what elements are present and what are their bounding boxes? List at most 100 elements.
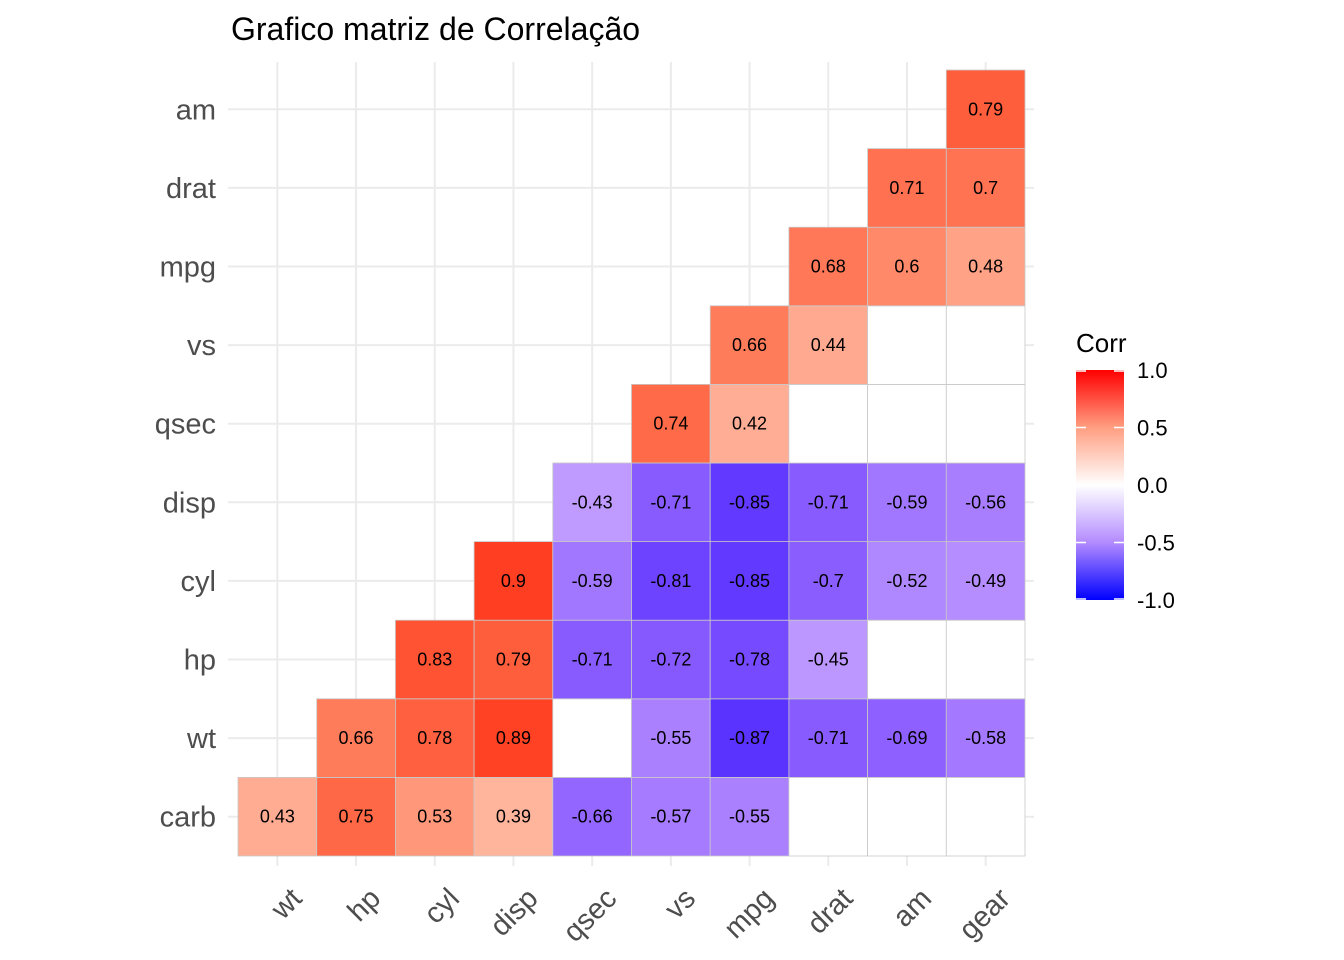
heatmap-cell (709, 305, 790, 385)
x-tick-label: disp (484, 882, 544, 942)
heatmap-cell (945, 541, 1026, 621)
y-tick-label: wt (186, 723, 216, 755)
cell-value-label: -0.55 (650, 728, 691, 748)
cell-value-label: -0.59 (572, 571, 613, 591)
x-tick-label: am (887, 882, 938, 933)
heatmap-cell (631, 698, 711, 778)
cell-value-labels: 0.43 0.75 0.53 0.39 -0.66 -0.57 -0.55 0.66 0.78 0… (260, 99, 1006, 826)
heatmap-cell (945, 69, 1026, 149)
heatmap-cell (945, 619, 1026, 700)
heatmap-cell (867, 619, 947, 700)
heatmap-cell (316, 698, 396, 778)
cell-value-label: 0.6 (894, 257, 919, 277)
chart-title: Grafico matriz de Correlação (231, 11, 640, 47)
heatmap-cell (945, 148, 1026, 228)
heatmap-cell (945, 698, 1026, 778)
y-tick-label: drat (166, 173, 216, 205)
cell-value-label: 0.83 (417, 650, 452, 670)
heatmap-cell (552, 698, 632, 778)
cell-value-label: -0.71 (650, 492, 691, 512)
heatmap-cell (867, 383, 947, 464)
heatmap-cell (945, 305, 1026, 385)
y-tick-label: am (176, 94, 216, 126)
cell-value-label: -0.55 (729, 807, 770, 827)
heatmap-cell (631, 777, 711, 857)
legend-tick-label: 0.0 (1137, 473, 1168, 498)
cell-value-label: -0.66 (572, 807, 613, 827)
cell-value-label: 0.68 (811, 257, 846, 277)
y-tick-label: mpg (160, 252, 216, 284)
x-tick-label: gear (953, 882, 1017, 946)
cell-value-label: -0.45 (808, 650, 849, 670)
cell-value-label: -0.57 (650, 807, 691, 827)
y-tick-label: cyl (181, 566, 216, 598)
cell-value-label: 0.66 (339, 728, 374, 748)
cell-value-label: -0.43 (572, 492, 613, 512)
heatmap-cell (788, 698, 869, 778)
heatmap-cell (709, 777, 790, 857)
legend-title: Corr (1076, 328, 1127, 358)
cell-value-label: -0.71 (808, 492, 849, 512)
legend-ticks: 1.0 0.5 0.0 -0.5 -1.0 (1076, 358, 1175, 613)
heatmap-cell (631, 383, 711, 464)
cell-value-label: 0.71 (889, 178, 924, 198)
cell-value-label: -0.7 (813, 571, 844, 591)
y-tick-label: carb (160, 802, 216, 834)
x-tick-label: hp (342, 882, 387, 927)
y-tick-label: qsec (155, 409, 216, 441)
legend: Corr 1.0 0.5 0.0 -0.5 -1.0 (1076, 328, 1175, 613)
cell-value-label: 0.44 (811, 335, 846, 355)
heatmap-cells (237, 69, 1026, 857)
heatmap-cell (237, 777, 318, 857)
cell-value-label: 0.89 (496, 728, 531, 748)
cell-value-label: 0.66 (732, 335, 767, 355)
y-tick-label: vs (187, 330, 216, 362)
heatmap-cell (631, 541, 711, 621)
heatmap-cell (709, 383, 790, 464)
heatmap-cell (394, 619, 475, 700)
heatmap-cell (394, 698, 475, 778)
cell-value-label: -0.58 (965, 728, 1006, 748)
cell-value-label: -0.59 (886, 492, 927, 512)
y-axis: carb wt hp cyl disp qsec vs mpg drat am (155, 94, 216, 833)
heatmap-cell (788, 305, 869, 385)
cell-value-label: -0.72 (650, 650, 691, 670)
heatmap-cell (867, 148, 947, 228)
y-tick-label: disp (163, 487, 216, 519)
heatmap-cell (788, 462, 869, 542)
heatmap-cell (788, 777, 869, 857)
cell-value-label: -0.49 (965, 571, 1006, 591)
heatmap-cell (552, 777, 632, 857)
cell-value-label: 0.53 (417, 807, 452, 827)
heatmap-cell (788, 619, 869, 700)
x-tick-label: mpg (718, 882, 781, 945)
heatmap-cell (867, 462, 947, 542)
cell-value-label: -0.52 (886, 571, 927, 591)
heatmap-cell (867, 698, 947, 778)
cell-value-label: 0.9 (501, 571, 526, 591)
heatmap-cell (945, 777, 1026, 857)
cell-value-label: -0.85 (729, 571, 770, 591)
x-tick-label: qsec (557, 882, 623, 948)
heatmap-cell (788, 541, 869, 621)
heatmap-cell (945, 383, 1026, 464)
heatmap-cell (316, 777, 396, 857)
cell-value-label: 0.48 (968, 257, 1003, 277)
heatmap-cell (788, 226, 869, 307)
legend-tick-label: -0.5 (1137, 531, 1175, 556)
cell-value-label: -0.69 (886, 728, 927, 748)
heatmap-cell (945, 226, 1026, 307)
x-axis: wt hp cyl disp qsec vs mpg drat am gear (265, 882, 1017, 948)
x-tick-label: drat (801, 882, 859, 940)
legend-tick-label: -1.0 (1137, 588, 1175, 613)
legend-tick-label: 1.0 (1137, 358, 1168, 383)
cell-value-label: 0.75 (339, 807, 374, 827)
cell-value-label: -0.78 (729, 650, 770, 670)
cell-value-label: 0.42 (732, 414, 767, 434)
cell-value-label: -0.87 (729, 728, 770, 748)
heatmap-cell (709, 698, 790, 778)
heatmap-cell (473, 698, 554, 778)
cell-value-label: 0.7 (973, 178, 998, 198)
